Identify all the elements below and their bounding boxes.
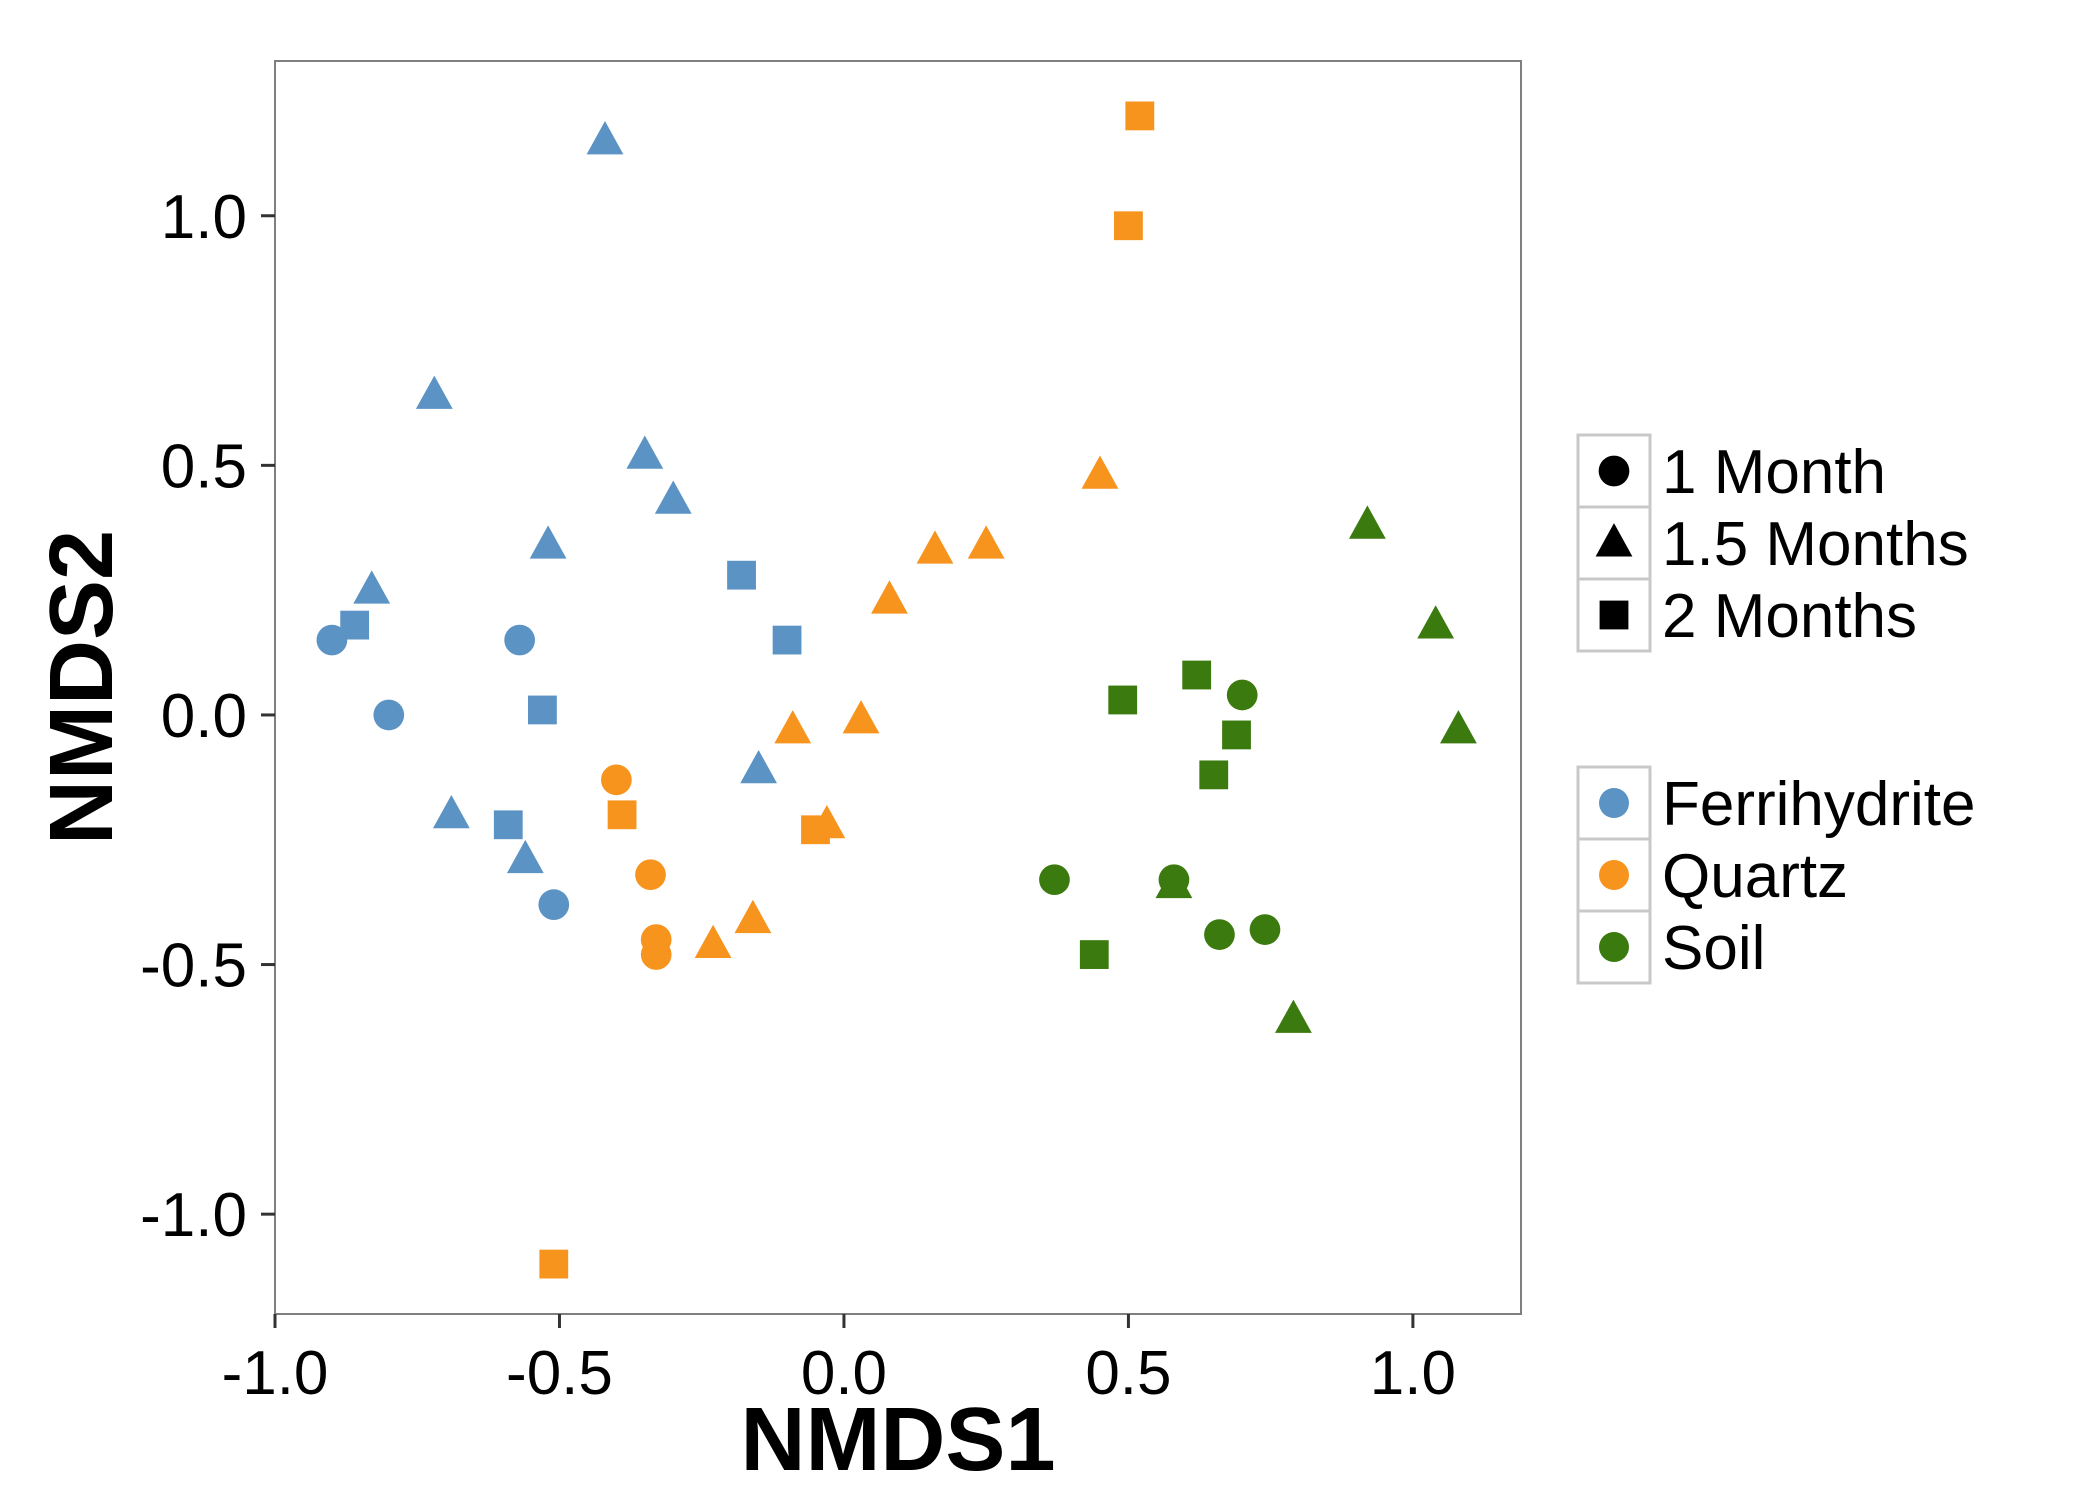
legend-label: 1 Month [1662,438,1886,507]
data-point-circle [1226,679,1258,711]
legend-triangle-icon [1595,523,1633,557]
data-point-circle [1204,919,1235,950]
legend-label: Ferrihydrite [1662,770,1976,839]
data-point-square [340,610,370,640]
data-point-triangle [654,480,692,514]
data-point-triangle [586,121,624,155]
data-point-circle [635,859,666,891]
x-tick-label: 0.5 [1085,1339,1171,1408]
data-point-circle [601,764,632,796]
legend-circle-icon [1598,455,1630,487]
x-tick-label: 1.0 [1370,1339,1456,1408]
data-point-triangle [916,530,954,564]
data-point-triangle [432,794,470,829]
data-point-square [772,625,802,655]
data-point-triangle [626,435,664,469]
x-tick-label: 0.0 [801,1339,887,1408]
data-point-square [539,1249,569,1279]
data-point-triangle [353,570,391,604]
data-point-square [528,695,557,725]
x-axis-title: NMDS1 [740,1390,1055,1490]
data-point-circle [373,699,405,731]
y-tick-label: 1.0 [161,183,247,252]
data-point-triangle [734,899,772,934]
data-point-circle [504,624,536,656]
data-point-triangle [871,580,908,614]
y-tick-label: 0.5 [161,432,247,501]
data-point-triangle [1348,505,1386,539]
data-point-square [1222,720,1251,750]
data-point-square [801,815,830,845]
legend-label: Soil [1662,914,1765,983]
series-soil [1039,505,1477,1033]
data-point-square [1125,101,1155,131]
data-point-triangle [774,710,812,744]
data-point-triangle [1081,455,1119,489]
legend-label: 1.5 Months [1662,510,1969,579]
data-point-triangle [740,750,778,784]
y-tick-label: 0.0 [161,682,247,751]
legend-color-swatch [1599,932,1629,962]
data-point-square [607,800,637,830]
series-quartz [539,101,1155,1279]
data-point-circle [640,939,672,970]
data-point-triangle [1275,999,1312,1033]
data-point-square [1079,940,1109,969]
series-ferrihydrite [316,121,802,921]
y-axis: -1.0 -0.5 0.0 0.5 1.0 [140,61,276,1314]
legend-label: Quartz [1662,842,1848,911]
data-point-square [1108,685,1138,715]
x-axis: -1.0 -0.5 0.0 0.5 1.0 [222,1313,1521,1408]
x-tick-label: -1.0 [222,1339,329,1408]
data-point-circle [316,624,348,656]
data-point-triangle [694,924,732,959]
data-point-triangle [506,839,544,874]
plot-panel [274,60,1522,1315]
data-point-triangle [967,525,1005,559]
data-point-square [1114,211,1143,241]
data-point-triangle [1155,864,1193,899]
data-point-square [1199,760,1229,790]
data-point-triangle [415,375,453,409]
x-tick-label: -0.5 [506,1339,613,1408]
y-tick-label: -0.5 [140,932,247,1001]
data-point-triangle [1440,710,1477,744]
y-tick-label: -1.0 [140,1181,247,1250]
data-point-circle [538,889,570,921]
legend-color-swatch [1599,860,1629,890]
data-point-triangle [842,700,880,734]
data-point-square [727,560,756,590]
data-point-circle [1249,914,1281,945]
data-point-triangle [529,525,567,559]
data-point-triangle [1417,605,1455,639]
data-point-circle [1039,864,1070,896]
y-axis-title: NMDS2 [32,530,132,845]
legend-color-swatch [1599,788,1629,818]
legend-label: 2 Months [1662,582,1917,651]
data-point-square [493,810,523,840]
legend-square-icon [1599,600,1629,630]
data-point-square [1182,660,1212,690]
data-points [316,101,1477,1279]
